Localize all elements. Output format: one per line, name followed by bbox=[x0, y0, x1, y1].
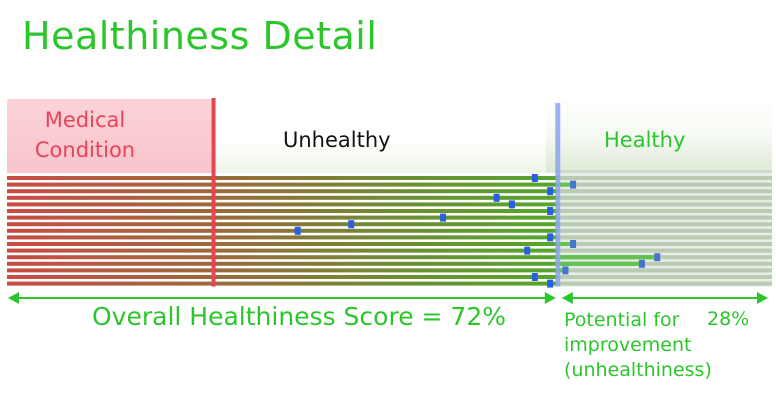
score-row-2 bbox=[7, 182, 574, 187]
score-marker-16 bbox=[531, 273, 538, 281]
overall-score-label: Overall Healthiness Score = 72% bbox=[92, 302, 506, 331]
medical-zone-background bbox=[7, 99, 213, 173]
healthy-stripe-1 bbox=[557, 176, 772, 180]
zone-label-medical-condition: Medical Condition bbox=[34, 108, 136, 162]
healthy-stripe-8 bbox=[557, 222, 772, 227]
score-marker-17 bbox=[547, 279, 554, 288]
healthy-stripe-12 bbox=[557, 248, 772, 253]
healthy-stripe-14 bbox=[557, 261, 772, 266]
score-row-extension-11 bbox=[557, 242, 574, 246]
healthy-zone-background bbox=[546, 99, 772, 173]
score-marker-1 bbox=[531, 174, 538, 182]
score-row-5 bbox=[7, 202, 558, 207]
score-marker-15 bbox=[562, 266, 569, 275]
score-row-7 bbox=[7, 215, 558, 220]
score-marker-7 bbox=[440, 213, 447, 222]
healthy-stripe-10 bbox=[557, 235, 772, 240]
score-rows bbox=[7, 176, 772, 286]
potential-improvement-label: Potential for improvement (unhealthiness… bbox=[564, 309, 712, 381]
unhealthy-zone-background bbox=[213, 99, 546, 173]
score-marker-9 bbox=[294, 226, 301, 235]
score-row-11 bbox=[7, 242, 574, 246]
score-row-14 bbox=[7, 261, 642, 266]
potential-improvement-arrow bbox=[561, 292, 768, 304]
score-row-13 bbox=[7, 255, 658, 260]
score-marker-3 bbox=[547, 187, 554, 196]
score-marker-12 bbox=[524, 246, 531, 255]
page-title: Healthiness Detail bbox=[22, 14, 378, 58]
zone-label-unhealthy: Unhealthy bbox=[283, 128, 391, 152]
score-arrows bbox=[8, 292, 768, 304]
score-row-1 bbox=[7, 176, 558, 180]
score-row-12 bbox=[7, 248, 558, 253]
score-row-extension-13 bbox=[557, 255, 658, 260]
healthy-zone-shade bbox=[557, 170, 772, 287]
healthy-stripe-16 bbox=[557, 275, 772, 279]
score-markers bbox=[294, 174, 661, 288]
healthy-stripe-9 bbox=[557, 228, 772, 233]
healthy-stripe-15 bbox=[557, 268, 772, 273]
score-row-extension-14 bbox=[557, 261, 642, 266]
score-marker-14 bbox=[638, 259, 645, 268]
score-row-8 bbox=[7, 222, 558, 227]
score-row-15 bbox=[7, 268, 566, 273]
healthy-stripe-4 bbox=[557, 195, 772, 200]
score-marker-10 bbox=[547, 233, 554, 242]
score-marker-11 bbox=[570, 240, 577, 248]
score-marker-13 bbox=[654, 253, 661, 262]
score-marker-2 bbox=[570, 180, 577, 189]
score-row-9 bbox=[7, 228, 558, 233]
score-marker-4 bbox=[493, 193, 500, 202]
zone-label-healthy: Healthy bbox=[604, 128, 686, 152]
score-marker-8 bbox=[348, 220, 355, 229]
healthy-stripe-5 bbox=[557, 202, 772, 207]
score-row-10 bbox=[7, 235, 558, 240]
score-marker-6 bbox=[547, 207, 554, 215]
overall-score-arrow bbox=[8, 292, 556, 304]
score-row-16 bbox=[7, 275, 558, 279]
potential-improvement-percent: 28% bbox=[707, 308, 750, 330]
score-row-extension-2 bbox=[557, 182, 574, 187]
score-marker-5 bbox=[508, 200, 515, 209]
healthy-stripe-7 bbox=[557, 215, 772, 220]
score-row-17 bbox=[7, 281, 558, 286]
score-row-6 bbox=[7, 209, 558, 213]
score-row-extension-15 bbox=[557, 268, 566, 273]
healthy-stripe-11 bbox=[557, 242, 772, 246]
score-row-4 bbox=[7, 195, 558, 200]
healthy-stripe-13 bbox=[557, 255, 772, 260]
healthy-stripe-17 bbox=[557, 281, 772, 286]
healthy-stripe-3 bbox=[557, 189, 772, 194]
healthy-stripe-6 bbox=[557, 209, 772, 213]
healthy-stripe-2 bbox=[557, 182, 772, 187]
score-row-3 bbox=[7, 189, 558, 194]
